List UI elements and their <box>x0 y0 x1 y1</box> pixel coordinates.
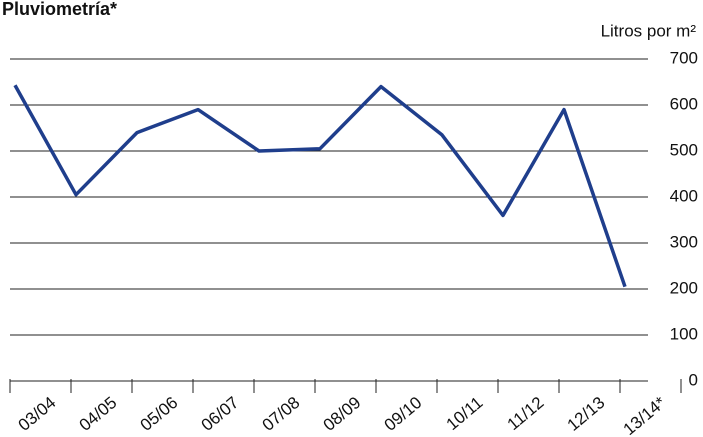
y-tick-label: 600 <box>670 94 698 113</box>
y-tick-label: 400 <box>670 186 698 205</box>
x-tick-label: 11/12 <box>504 393 548 434</box>
y-tick-label: 700 <box>670 48 698 67</box>
x-tick-label: 13/14* <box>620 393 670 437</box>
x-tick-label: 08/09 <box>320 393 365 435</box>
y-tick-label: 500 <box>670 140 698 159</box>
x-tick-label: 05/06 <box>137 393 182 435</box>
y-tick-label: 0 <box>689 370 698 389</box>
x-tick-label: 07/08 <box>259 393 304 435</box>
y-tick-label: 300 <box>670 232 698 251</box>
x-tick-label: 10/11 <box>443 393 487 434</box>
y-tick-label: 200 <box>670 278 698 297</box>
x-tick-label: 09/10 <box>381 393 426 435</box>
x-tick-label: 06/07 <box>198 393 243 435</box>
x-tick-label: 03/04 <box>15 393 60 435</box>
x-tick-label: 12/13 <box>564 393 609 435</box>
chart-title: Pluviometría* <box>2 0 117 19</box>
x-tick-label: 04/05 <box>76 393 121 435</box>
y-tick-label: 100 <box>670 324 698 343</box>
data-line <box>13 84 627 288</box>
y-axis-label: Litros por m² <box>601 21 697 40</box>
